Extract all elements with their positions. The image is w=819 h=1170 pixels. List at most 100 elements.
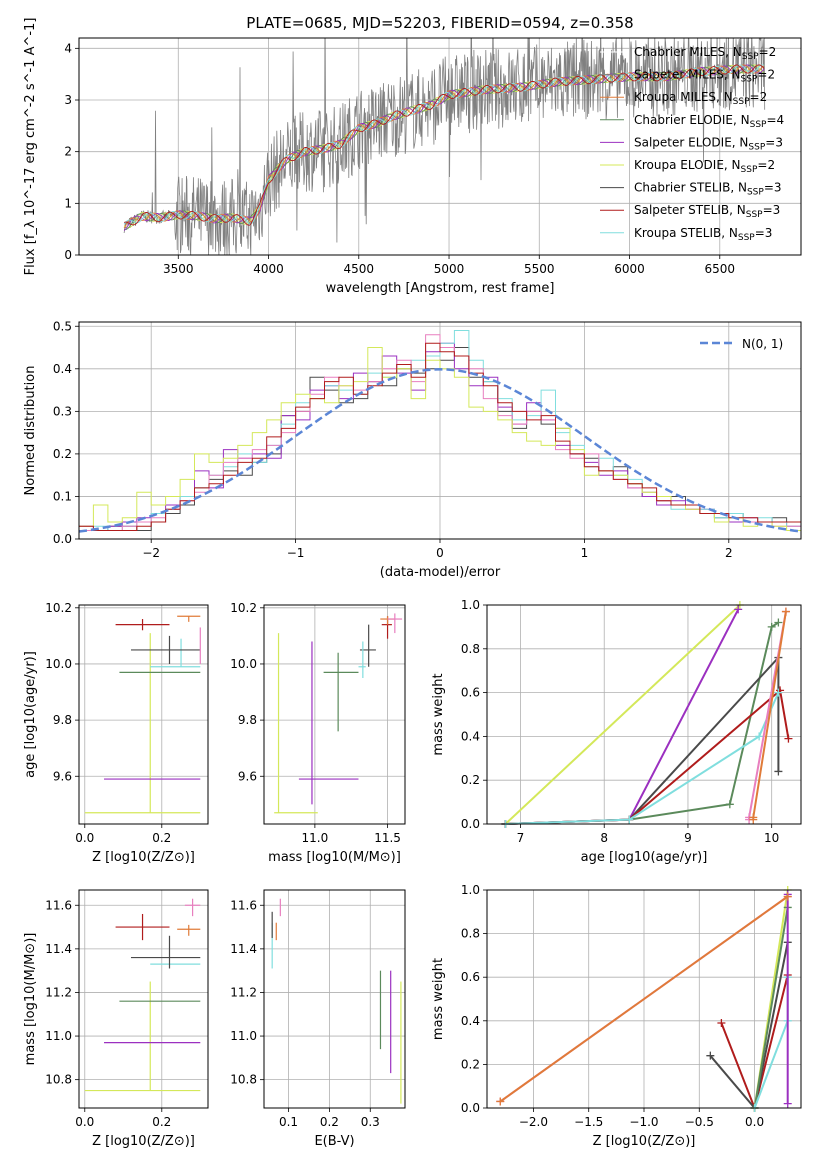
weight-marker [749,813,758,822]
x-tick-label: −0.5 [685,1115,714,1129]
y-tick-label: 0.0 [461,817,480,831]
weight-marker [706,1051,715,1060]
x-tick-label: 0.2 [152,1115,171,1129]
y-tick-label: 0.2 [461,1057,480,1071]
legend-label: Kroupa ELODIE, NSSP=2 [634,158,775,175]
y-tick-label: 9.8 [53,713,72,727]
y-tick-label: 10.8 [45,1073,72,1087]
weight_vs_age-series [501,601,793,828]
axes-frame [78,37,802,256]
x-tick-label: 0.1 [279,1115,298,1129]
age_vs_mass-axes: 11.0 11.5 9.6 9.8 10.0 10.2 mass [log10(M/M⊙)] [230,601,405,865]
x-tick-label: 5500 [524,262,555,276]
weight-line [505,655,780,825]
legend-label: Kroupa STELIB, NSSP=3 [634,226,772,243]
x-axis-label: age [log10(age/yr)] [581,850,708,865]
weight-line [505,692,780,825]
x-tick-label: 11.5 [374,831,401,845]
weight-line [753,907,789,1109]
weight-marker [725,800,734,809]
x-tick-label: 0.0 [745,1115,764,1129]
y-tick-label: 0.6 [461,970,480,984]
y-tick-label: 11.4 [45,942,72,956]
legend-label: N(0, 1) [742,337,783,351]
x-tick-label: 2 [725,546,733,560]
x-tick-label: 1 [581,546,589,560]
weight-line [504,604,741,825]
x-axis-label: Z [log10(Z/Z⊙)] [92,1134,195,1149]
y-tick-label: 9.8 [238,713,257,727]
y-tick-label: 0.1 [53,489,72,503]
y-tick-label: 11.2 [45,985,72,999]
x-tick-label: 0.3 [361,1115,380,1129]
x-tick-label: 4000 [253,262,284,276]
y-tick-label: 4 [64,41,72,55]
y-tick-label: 9.6 [238,769,257,783]
model-line-salpeter-stelib [123,64,765,226]
y-tick-label: 0.6 [461,686,480,700]
x-tick-label: 8 [600,831,608,845]
x-tick-label: 0.2 [152,831,171,845]
x-tick-label: −1.5 [574,1115,603,1129]
axes-frame [78,889,209,1109]
figure-title: PLATE=0685, MJD=52203, FIBERID=0594, z=0… [246,14,633,32]
axes-frame [78,604,209,825]
age_vs_Z-axes: 0.0 0.2 9.6 9.8 10.0 10.2 Z [log10(Z/Z⊙)] age [… [23,601,208,865]
weight-line [752,611,787,820]
axes-frame [486,604,802,825]
x-tick-label: −1.0 [629,1115,658,1129]
y-tick-label: 0.2 [53,447,72,461]
y-tick-label: 2 [64,145,72,159]
y-tick-label: 9.6 [53,769,72,783]
age_vs_mass-points [274,613,403,814]
weight-marker [783,892,792,901]
y-tick-label: 10.0 [45,657,72,671]
weight-marker [781,607,790,616]
y-tick-label: 0.8 [461,642,480,656]
x-tick-label: 5000 [434,262,465,276]
legend-label: Salpeter STELIB, NSSP=3 [634,203,780,220]
x-tick-label: 9 [684,831,692,845]
legend-label: Salpeter MILES, NSSP=2 [634,68,775,85]
legend-label: Kroupa MILES, NSSP=2 [634,90,767,107]
x-tick-label: −2 [142,546,160,560]
y-axis-label: mass weight [431,958,446,1040]
y-tick-label: 0.0 [461,1101,480,1115]
legend-label: Chabrier MILES, NSSP=2 [634,45,776,62]
model-line-chabrier-elodie [124,64,765,231]
axes-frame [78,321,802,540]
x-axis-label: (data-model)/error [380,565,501,580]
residuals-axes: −2 −1 0 1 2 0.0 0.1 0.2 0.3 0.4 0.5 (data-model)/er… [23,319,801,580]
y-tick-label: 10.2 [230,601,257,615]
y-tick-label: 10.8 [230,1073,257,1087]
x-axis-label: mass [log10(M/M⊙)] [268,850,401,865]
x-axis-label: wavelength [Angstrom, rest frame] [326,281,555,296]
x-tick-label: 0 [436,546,444,560]
model-line-kroupa-stelib [123,64,765,226]
y-tick-label: 0.0 [53,532,72,546]
weight-marker [734,605,743,614]
x-tick-label: −1 [287,546,305,560]
spectrum-legend: Chabrier MILES, NSSP=2 Salpeter MILES, NS… [600,45,784,243]
y-tick-label: 1 [64,196,72,210]
mass_vs_ebv-points [271,898,402,1104]
weight-line [499,895,789,1103]
y-tick-label: 11.4 [230,942,257,956]
x-tick-label: 4500 [344,262,375,276]
y-tick-label: 3 [64,93,72,107]
y-tick-label: 11.6 [45,898,72,912]
weight-marker [625,815,634,824]
y-tick-label: 1.0 [461,883,480,897]
x-tick-label: 3500 [163,262,194,276]
age_vs_Z-points [84,615,201,814]
weight-marker [783,1099,792,1108]
x-tick-label: 10 [764,831,779,845]
axes-frame [263,604,406,825]
y-tick-label: 1.0 [461,598,480,612]
mass_vs_Z-axes: 0.0 0.2 10.8 11.0 11.2 11.4 11.6 Z [log10(Z/Z⊙)… [23,890,208,1149]
y-axis-label: mass [log10(M/M⊙)] [23,933,38,1066]
axes-frame [263,889,406,1109]
x-axis-label: Z [log10(Z/Z⊙)] [92,850,195,865]
y-tick-label: 10.0 [230,657,257,671]
